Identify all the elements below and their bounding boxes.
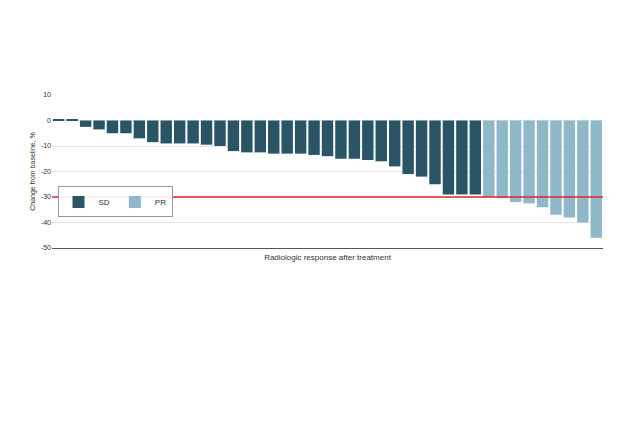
svg-text:-50: -50 [41, 244, 51, 251]
svg-text:0: 0 [47, 117, 51, 124]
svg-text:-40: -40 [41, 219, 51, 226]
svg-text:PR: PR [155, 198, 166, 207]
svg-text:Radiologic response after trea: Radiologic response after treatment [264, 253, 392, 262]
svg-text:-30: -30 [41, 193, 51, 200]
svg-text:Change from baseline, %: Change from baseline, % [29, 132, 37, 211]
svg-text:SD: SD [99, 198, 110, 207]
svg-text:-20: -20 [41, 168, 51, 175]
svg-text:10: 10 [43, 91, 51, 98]
svg-text:-10: -10 [41, 142, 51, 149]
